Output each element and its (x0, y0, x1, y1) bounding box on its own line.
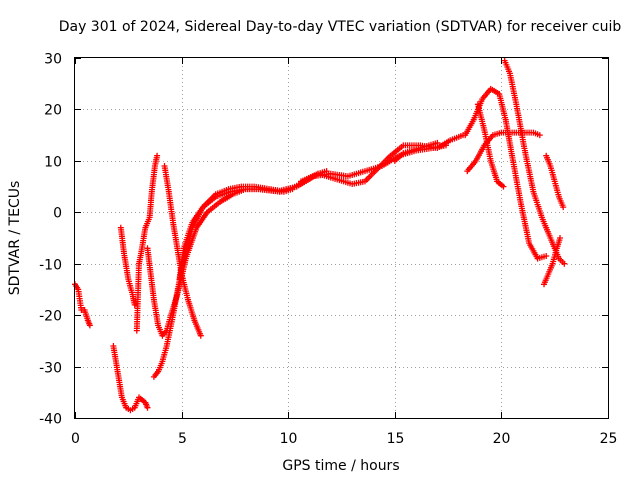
marker-trace (117, 224, 138, 308)
marker-trace (462, 85, 550, 262)
marker-trace (110, 343, 151, 414)
series-t14 (501, 57, 568, 267)
series-t15 (541, 235, 563, 288)
marker-trace (541, 235, 563, 288)
y-tick-label: -40 (39, 412, 62, 428)
x-tick-label: 0 (71, 431, 80, 447)
y-tick-label: -30 (39, 361, 62, 377)
series-t6 (150, 168, 330, 380)
marker-trace (474, 101, 507, 190)
marker-trace (133, 152, 161, 334)
marker-trace (543, 152, 567, 211)
grid (75, 58, 608, 418)
series-t9 (298, 132, 466, 187)
x-tick-label: 15 (387, 431, 405, 447)
y-tick-label: 10 (44, 155, 62, 171)
x-tick-label: 5 (178, 431, 187, 447)
y-tick-label: 0 (53, 206, 62, 222)
series-t10 (391, 139, 441, 164)
y-tick-label: -20 (39, 309, 62, 325)
marker-trace (150, 168, 330, 380)
x-tick-label: 20 (493, 431, 511, 447)
plot-frame (74, 57, 609, 419)
axis-ticks: 0 5 10 15 20 25 -40 -30 -20 -10 0 10 20 30 (39, 52, 617, 448)
marker-trace (391, 139, 441, 164)
y-tick-label: 30 (44, 52, 62, 68)
y-tick-label: 20 (44, 103, 62, 119)
marker-trace (72, 281, 93, 329)
series-t8 (176, 142, 449, 283)
marker-trace (176, 142, 449, 283)
x-tick-label: 25 (600, 431, 618, 447)
y-tick-label: -10 (39, 258, 62, 274)
y-axis-label: SDTVAR / TECUs (7, 181, 23, 296)
series-t2 (110, 343, 151, 414)
x-axis-label: GPS time / hours (282, 458, 399, 474)
marker-trace (298, 132, 466, 187)
marker-trace (501, 57, 568, 267)
x-tick-label: 10 (280, 431, 298, 447)
data-markers (72, 57, 568, 414)
chart-title: Day 301 of 2024, Sidereal Day-to-day VTE… (59, 19, 622, 35)
series-t3 (117, 224, 138, 308)
series-t11 (462, 85, 550, 262)
series-t1 (72, 281, 93, 329)
series-t16 (543, 152, 567, 211)
series-t4 (133, 152, 161, 334)
series-t13 (474, 101, 507, 190)
